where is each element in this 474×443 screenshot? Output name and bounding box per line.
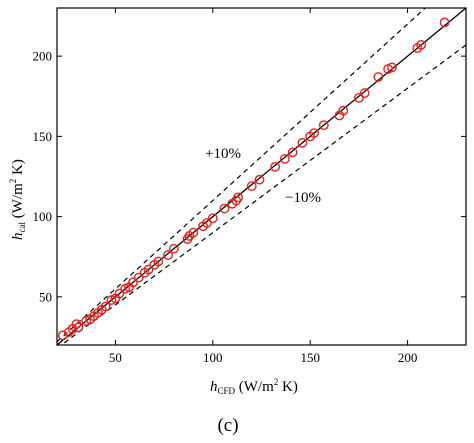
data-point — [100, 301, 111, 312]
data-point — [219, 203, 230, 214]
y-tick-label: 200 — [33, 49, 53, 64]
minus-10-percent-line — [60, 44, 466, 345]
data-point — [207, 213, 218, 224]
data-point — [143, 264, 154, 275]
x-tick-label: 150 — [300, 350, 320, 365]
data-point — [297, 137, 308, 148]
data-point — [318, 120, 329, 131]
y-tick-label: 50 — [39, 289, 52, 304]
data-point — [163, 250, 173, 261]
plot-frame — [56, 7, 467, 346]
data-point — [287, 147, 298, 158]
x-tick-label: 50 — [109, 350, 122, 365]
data-point — [387, 62, 397, 73]
data-point — [202, 218, 212, 228]
data-point — [153, 256, 164, 267]
data-point — [270, 161, 281, 172]
data-point — [359, 88, 370, 98]
plus-10-percent-line — [57, 8, 427, 343]
data-point — [168, 243, 179, 254]
y-tick-label: 100 — [33, 209, 53, 224]
data-point — [373, 72, 384, 82]
x-tick-label: 200 — [398, 350, 418, 365]
data-point — [353, 92, 364, 103]
data-point — [416, 40, 427, 50]
data-point — [128, 277, 138, 288]
panel-label: (c) — [217, 415, 238, 436]
data-point — [57, 330, 68, 341]
data-point — [279, 153, 290, 164]
data-point — [133, 272, 144, 283]
annotation-minus-10: −10% — [285, 190, 321, 206]
x-axis-title: hCFD (W/m2 K) — [210, 377, 298, 396]
x-tick-label: 100 — [203, 350, 223, 365]
data-point — [188, 227, 199, 238]
data-point — [439, 17, 450, 28]
annotation-plus-10: +10% — [205, 146, 241, 162]
data-point — [254, 174, 265, 185]
y-tick-label: 150 — [33, 129, 53, 144]
data-point — [338, 105, 349, 116]
data-point — [246, 181, 257, 192]
data-point — [309, 128, 319, 139]
data-point — [114, 288, 125, 299]
y-axis-title: hcal (W/m2 K) — [8, 159, 27, 240]
data-point — [73, 322, 84, 333]
data-point — [233, 192, 244, 203]
